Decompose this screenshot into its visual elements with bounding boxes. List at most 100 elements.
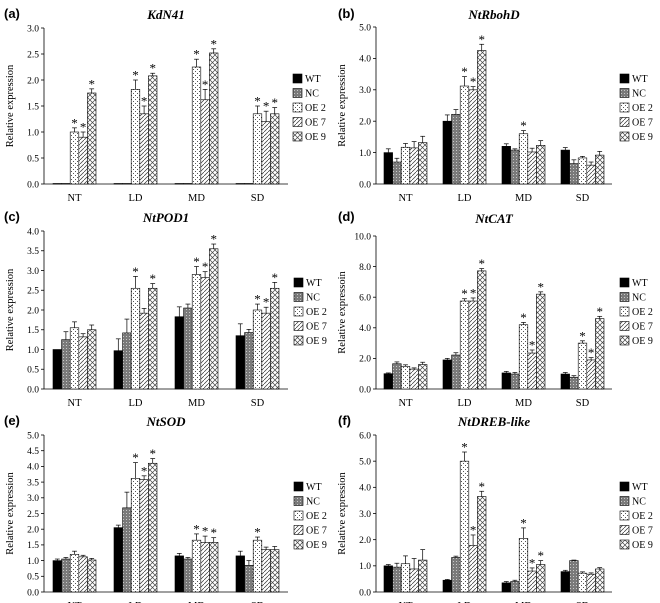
x-tick-label: NT [399, 398, 414, 409]
bar-nc-sd [569, 376, 579, 390]
bar-oe9-md [536, 145, 546, 185]
bar-wt-ld [442, 359, 452, 390]
y-tick-label: 0.0 [359, 180, 371, 190]
legend-swatch [293, 510, 304, 521]
significance-star: * [478, 256, 485, 271]
bar-oe2-nt [400, 563, 411, 593]
legend-entry: NC [306, 497, 320, 508]
y-tick-label: 3.5 [27, 478, 39, 488]
legend-swatch [619, 525, 630, 535]
x-tick-label: LD [129, 398, 143, 409]
significance-star: * [478, 32, 485, 47]
significance-star: * [193, 254, 200, 269]
significance-star: * [537, 548, 544, 563]
x-tick-label: SD [576, 193, 590, 204]
bar-nc-nt [392, 161, 402, 185]
y-tick-label: 0.5 [27, 573, 39, 583]
bar-oe2-md [518, 538, 529, 593]
legend-swatch [619, 73, 630, 84]
x-tick-label: NT [399, 601, 414, 603]
legend-swatch [292, 102, 303, 113]
bar-oe7-ld [468, 89, 478, 185]
x-tick-label: MD [515, 398, 532, 409]
chart-title: NtCAT [474, 211, 514, 226]
significance-star: * [132, 68, 139, 83]
bar-oe7-md [527, 570, 537, 593]
significance-star: * [520, 515, 527, 530]
bar-oe2-md [518, 133, 529, 185]
significance-star: * [132, 450, 139, 465]
legend-entry: OE 7 [632, 322, 653, 333]
legend-swatch [293, 321, 304, 331]
x-tick-label: LD [458, 193, 472, 204]
bar-oe9-ld [477, 270, 487, 390]
bar-oe9-nt [418, 364, 428, 390]
bar-oe7-md [200, 99, 210, 185]
bar-nc-nt [392, 363, 402, 390]
panel-label: (c) [4, 209, 20, 224]
legend-swatch [619, 539, 630, 550]
legend-entry: OE 9 [632, 336, 653, 347]
legend-entry: OE 2 [305, 103, 326, 114]
significance-star: * [193, 47, 200, 62]
bar-wt-sd [235, 555, 245, 593]
bar-oe9-ld [477, 496, 487, 593]
significance-star: * [263, 295, 270, 310]
x-tick-label: LD [458, 601, 472, 603]
bar-oe7-ld [139, 479, 149, 593]
bar-wt-nt [383, 152, 393, 185]
bar-nc-nt [61, 339, 71, 390]
bar-oe9-ld [148, 462, 158, 593]
bar-nc-nt [392, 566, 402, 593]
y-tick-label: 2.0 [359, 536, 371, 546]
chart-title: NtPOD1 [142, 210, 189, 225]
y-tick-label: 0.5 [27, 366, 39, 376]
chart-panel-2: (b) NtRbohD Relative expression 0.0 1.0 2.0 3.… [337, 6, 653, 204]
y-tick-label: 2.0 [27, 306, 39, 316]
legend-swatch [619, 102, 630, 113]
x-tick-label: SD [576, 398, 590, 409]
bar-wt-nt [383, 373, 393, 390]
bar-wt-md [174, 316, 184, 390]
legend-swatch [293, 481, 304, 492]
significance-star: * [254, 525, 261, 540]
legend-swatch [292, 117, 303, 127]
bar-oe9-sd [595, 154, 605, 185]
bar-oe9-sd [595, 318, 605, 390]
bar-oe9-sd [270, 287, 280, 390]
bar-oe7-sd [261, 312, 271, 390]
bar-nc-md [510, 149, 520, 185]
bar-oe7-ld [139, 113, 149, 185]
significance-star: * [80, 120, 87, 135]
legend-entry: NC [306, 293, 320, 304]
y-tick-label: 5.0 [359, 457, 371, 467]
x-tick-label: SD [576, 601, 590, 603]
chart-panel-1: (a) KdN41 Relative expression 0.0 0.5 1.0 1.5 2… [4, 6, 326, 204]
legend-entry: OE 7 [632, 526, 653, 537]
bar-nc-ld [122, 183, 132, 185]
significance-star: * [520, 118, 527, 133]
significance-star: * [529, 555, 536, 570]
significance-star: * [588, 345, 595, 360]
x-tick-label: NT [68, 601, 83, 603]
y-tick-label: 3.0 [27, 267, 39, 277]
bar-nc-sd [569, 163, 579, 185]
bar-oe9-sd [270, 113, 280, 185]
bar-wt-sd [560, 149, 570, 185]
y-axis-label: Relative expression [337, 471, 348, 554]
bar-oe2-ld [130, 478, 141, 593]
y-tick-label: 3.0 [27, 494, 39, 504]
x-tick-label: MD [188, 601, 205, 603]
x-tick-label: MD [188, 193, 205, 204]
y-tick-label: 2.5 [27, 510, 39, 520]
significance-star: * [141, 463, 148, 478]
legend-entry: OE 7 [306, 322, 327, 333]
bar-wt-ld [113, 527, 123, 593]
y-tick-label: 1.5 [27, 102, 39, 112]
bar-oe2-ld [459, 460, 470, 593]
bar-nc-ld [122, 507, 132, 593]
x-tick-label: NT [68, 398, 83, 409]
x-tick-label: SD [251, 193, 265, 204]
bar-oe2-nt [69, 327, 80, 390]
bar-wt-md [501, 582, 511, 593]
